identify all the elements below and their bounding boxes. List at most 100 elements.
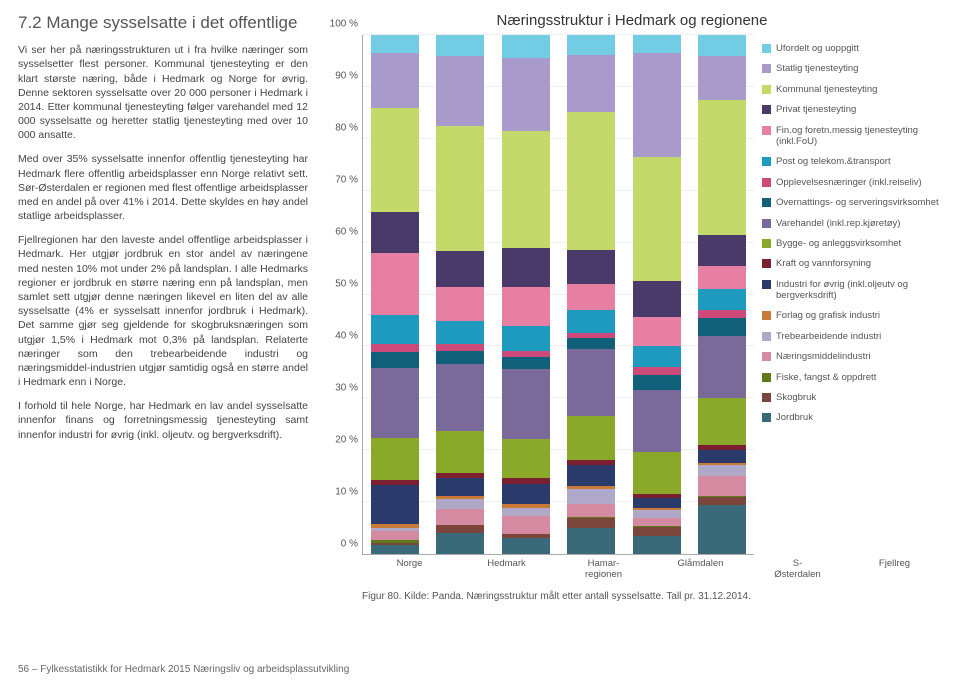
seg-industri bbox=[567, 465, 615, 486]
legend-label: Overnattings- og serveringsvirksomhet bbox=[776, 197, 939, 208]
seg-varehandel bbox=[502, 369, 550, 439]
legend-item-forlag: Forlag og grafisk industri bbox=[762, 310, 942, 321]
y-tick: 40 % bbox=[335, 331, 358, 342]
para-3: Fjellregionen har den laveste andel offe… bbox=[18, 233, 308, 389]
swatch-icon bbox=[762, 413, 771, 422]
seg-statlig bbox=[633, 53, 681, 157]
seg-post bbox=[371, 315, 419, 344]
legend-label: Opplevelsesnæringer (inkl.reiseliv) bbox=[776, 177, 922, 188]
y-tick: 10 % bbox=[335, 487, 358, 498]
bar-glåmdalen bbox=[567, 35, 615, 554]
seg-fin bbox=[502, 287, 550, 326]
section-heading: 7.2 Mange sysselsatte i det offentlige bbox=[18, 12, 308, 33]
para-1: Vi ser her på næringsstrukturen ut i fra… bbox=[18, 43, 308, 142]
seg-bygge bbox=[371, 438, 419, 480]
seg-overnatting bbox=[567, 338, 615, 348]
legend-item-privat: Privat tjenesteyting bbox=[762, 104, 942, 115]
legend-label: Fiske, fangst & oppdrett bbox=[776, 372, 876, 383]
legend-item-kommunal: Kommunal tjenesteyting bbox=[762, 84, 942, 95]
swatch-icon bbox=[762, 239, 771, 248]
swatch-icon bbox=[762, 64, 771, 73]
seg-naeringsmiddel bbox=[502, 516, 550, 534]
gridline bbox=[363, 190, 754, 191]
legend-label: Ufordelt og uoppgitt bbox=[776, 43, 859, 54]
y-tick: 80 % bbox=[335, 123, 358, 134]
bar-s-østerdalen bbox=[633, 35, 681, 554]
seg-post bbox=[698, 289, 746, 310]
seg-varehandel bbox=[436, 364, 484, 431]
swatch-icon bbox=[762, 352, 771, 361]
seg-bygge bbox=[633, 452, 681, 494]
legend-item-bygge: Bygge- og anleggsvirksomhet bbox=[762, 238, 942, 249]
para-2: Med over 35% sysselsatte innenfor offent… bbox=[18, 152, 308, 223]
seg-privat bbox=[698, 235, 746, 266]
x-label: Norge bbox=[386, 555, 434, 581]
seg-varehandel bbox=[698, 336, 746, 398]
seg-varehandel bbox=[633, 390, 681, 452]
seg-naeringsmiddel bbox=[633, 518, 681, 526]
legend-label: Statlig tjenesteyting bbox=[776, 63, 858, 74]
seg-trebearbeidende bbox=[633, 510, 681, 518]
seg-kommunal bbox=[633, 157, 681, 282]
y-tick: 60 % bbox=[335, 227, 358, 238]
legend-label: Forlag og grafisk industri bbox=[776, 310, 880, 321]
legend-item-statlig: Statlig tjenesteyting bbox=[762, 63, 942, 74]
seg-kommunal bbox=[502, 131, 550, 248]
x-label: S- Østerdalen bbox=[774, 555, 822, 581]
seg-privat bbox=[371, 212, 419, 254]
legend-item-jordbruk: Jordbruk bbox=[762, 412, 942, 423]
legend-item-varehandel: Varehandel (inkl.rep.kjøretøy) bbox=[762, 218, 942, 229]
x-label: Fjellreg bbox=[871, 555, 919, 581]
seg-post bbox=[567, 310, 615, 333]
seg-industri bbox=[371, 485, 419, 524]
swatch-icon bbox=[762, 44, 771, 53]
swatch-icon bbox=[762, 105, 771, 114]
seg-privat bbox=[436, 251, 484, 287]
seg-statlig bbox=[502, 58, 550, 131]
swatch-icon bbox=[762, 126, 771, 135]
seg-naeringsmiddel bbox=[436, 509, 484, 525]
legend-label: Bygge- og anleggsvirksomhet bbox=[776, 238, 901, 249]
y-tick: 70 % bbox=[335, 175, 358, 186]
seg-trebearbeidende bbox=[502, 508, 550, 516]
seg-jordbruk bbox=[436, 533, 484, 554]
seg-privat bbox=[567, 250, 615, 284]
gridline bbox=[363, 294, 754, 295]
legend-label: Næringsmiddelindustri bbox=[776, 351, 871, 362]
legend-item-post: Post og telekom.&transport bbox=[762, 156, 942, 167]
seg-skogbruk bbox=[633, 527, 681, 536]
legend-item-naeringsmiddel: Næringsmiddelindustri bbox=[762, 351, 942, 362]
seg-kommunal bbox=[567, 112, 615, 250]
gridline bbox=[363, 449, 754, 450]
seg-post bbox=[436, 321, 484, 344]
seg-varehandel bbox=[371, 368, 419, 438]
legend-label: Trebearbeidende industri bbox=[776, 331, 881, 342]
swatch-icon bbox=[762, 178, 771, 187]
legend-label: Industri for øvrig (inkl.oljeutv og berg… bbox=[776, 279, 942, 302]
seg-varehandel bbox=[567, 349, 615, 416]
seg-ufordelt bbox=[698, 35, 746, 56]
seg-trebearbeidende bbox=[436, 499, 484, 509]
seg-bygge bbox=[567, 416, 615, 460]
x-label: Glåmdalen bbox=[677, 555, 725, 581]
swatch-icon bbox=[762, 373, 771, 382]
seg-ufordelt bbox=[567, 35, 615, 55]
legend-item-skogbruk: Skogbruk bbox=[762, 392, 942, 403]
legend-item-fin: Fin.og foretn.messig tjenesteyting (inkl… bbox=[762, 125, 942, 148]
seg-opplevelse bbox=[698, 310, 746, 318]
swatch-icon bbox=[762, 157, 771, 166]
seg-privat bbox=[633, 281, 681, 317]
x-label: Hamar- regionen bbox=[580, 555, 628, 581]
legend-item-ufordelt: Ufordelt og uoppgitt bbox=[762, 43, 942, 54]
seg-naeringsmiddel bbox=[371, 531, 419, 540]
seg-statlig bbox=[436, 56, 484, 126]
gridline bbox=[363, 86, 754, 87]
swatch-icon bbox=[762, 280, 771, 289]
swatch-icon bbox=[762, 198, 771, 207]
legend-item-fiske: Fiske, fangst & oppdrett bbox=[762, 372, 942, 383]
legend-item-kraft: Kraft og vannforsyning bbox=[762, 258, 942, 269]
legend-item-overnatting: Overnattings- og serveringsvirksomhet bbox=[762, 197, 942, 208]
seg-privat bbox=[502, 248, 550, 287]
y-tick: 90 % bbox=[335, 71, 358, 82]
swatch-icon bbox=[762, 393, 771, 402]
